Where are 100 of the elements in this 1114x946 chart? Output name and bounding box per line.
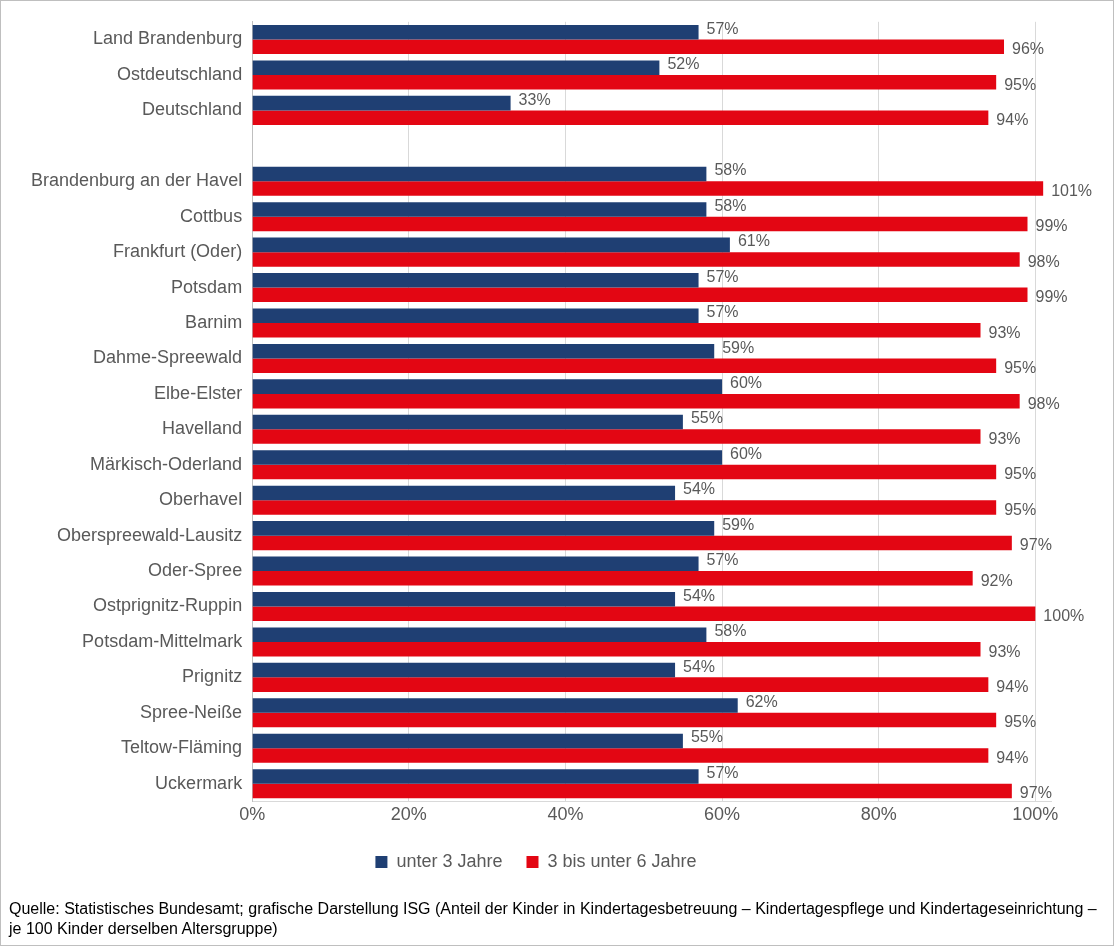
x-tick-label: 40% [547,804,584,825]
y-tick-label: Deutschland [142,99,243,120]
bar [252,429,981,444]
y-tick-label: Oder-Spree [148,560,243,581]
bar [252,414,683,430]
bar [252,95,511,111]
bar [252,216,1028,232]
data-label: 99% [1035,217,1068,235]
bar [252,591,676,607]
bar [252,252,1020,267]
data-label: 96% [1012,40,1045,58]
y-tick-label: Oberhavel [159,489,243,510]
data-label: 100% [1043,607,1085,625]
bar [252,712,997,728]
bar [252,450,723,465]
y-tick-label: Oberspreewald-Lausitz [57,524,243,545]
data-label: 97% [1019,536,1052,554]
data-label: 58% [714,161,747,179]
legend-label: 3 bis unter 6 Jahre [547,850,697,871]
bar [252,769,699,784]
bar [252,24,699,40]
bar [252,202,707,217]
data-label: 58% [714,196,747,214]
data-label: 57% [706,551,739,569]
source-note: Quelle: Statistisches Bundesamt; grafische Darstellung ISG (Anteil der Kinder in Kindertagesbetreuung – Kindertagespflege und Kindertageseinrichtung – je 100 Kinder derselben Altersgruppe) [9,899,1098,939]
y-tick-label: Brandenburg an der Havel [31,170,243,191]
data-label: 57% [706,267,739,285]
data-label: 95% [1004,500,1037,518]
data-label: 61% [737,232,770,250]
y-tick-label: Spree-Neiße [140,701,243,722]
bar [252,464,997,480]
y-tick-label: Ostprignitz-Ruppin [93,595,243,616]
bar [252,74,997,90]
data-label: 58% [714,622,747,640]
data-label: 59% [722,515,755,533]
y-tick-label: Land Brandenburg [93,28,243,49]
x-tick-label: 0% [239,804,266,825]
bar [252,485,676,501]
data-label: 94% [996,111,1029,129]
bar [252,500,997,515]
data-label: 54% [683,657,716,675]
bar [252,606,1036,622]
data-label: 60% [730,444,763,462]
bar [252,358,997,373]
data-label: 98% [1027,394,1060,412]
bar [252,60,660,75]
data-label: 60% [730,374,763,392]
bar [252,677,989,692]
bar [252,343,715,359]
bar [252,110,989,125]
data-label: 57% [706,19,739,37]
data-label: 95% [1004,75,1037,93]
y-tick-label: Dahme-Spreewald [93,347,243,368]
y-tick-label: Prignitz [182,666,243,687]
data-label: 94% [996,678,1029,696]
data-label: 99% [1035,288,1068,306]
legend-label: unter 3 Jahre [396,850,503,871]
data-label: 92% [980,571,1013,589]
y-tick-label: Uckermark [155,772,244,793]
y-tick-label: Ostdeutschland [117,63,243,84]
data-label: 97% [1019,784,1052,802]
bar [252,181,1044,196]
data-label: 57% [706,303,739,321]
bar [252,379,723,394]
data-label: 57% [706,763,739,781]
bar [252,287,1028,303]
data-label: 95% [1004,713,1037,731]
bar [252,521,715,536]
data-label: 52% [667,55,700,73]
bar [252,698,738,713]
x-tick-label: 60% [704,804,741,825]
data-label: 54% [683,480,716,498]
data-label: 55% [690,728,723,746]
y-tick-label: Potsdam [171,276,243,297]
data-label: 95% [1004,465,1037,483]
y-tick-label: Cottbus [180,205,243,226]
x-tick-label: 100% [1012,804,1059,825]
bar [252,273,699,288]
bar [252,627,707,642]
y-tick-label: Teltow-Fläming [121,737,243,758]
bar [252,733,683,749]
data-label: 55% [690,409,723,427]
y-tick-label: Havelland [162,418,243,439]
bar [252,748,989,763]
bar [252,535,1012,551]
data-label: 93% [988,323,1021,341]
bar [252,556,699,572]
x-tick-label: 80% [860,804,897,825]
bar [252,166,707,182]
bar [252,393,1020,409]
y-tick-label: Barnim [185,311,243,332]
data-label: 93% [988,429,1021,447]
bar [252,662,676,678]
data-label: 94% [996,748,1029,766]
data-label: 101% [1051,181,1093,199]
y-tick-label: Potsdam-Mittelmark [82,630,244,651]
data-label: 54% [683,586,716,604]
bar [252,323,981,338]
bar [252,237,730,253]
y-tick-label: Elbe-Elster [154,382,243,403]
